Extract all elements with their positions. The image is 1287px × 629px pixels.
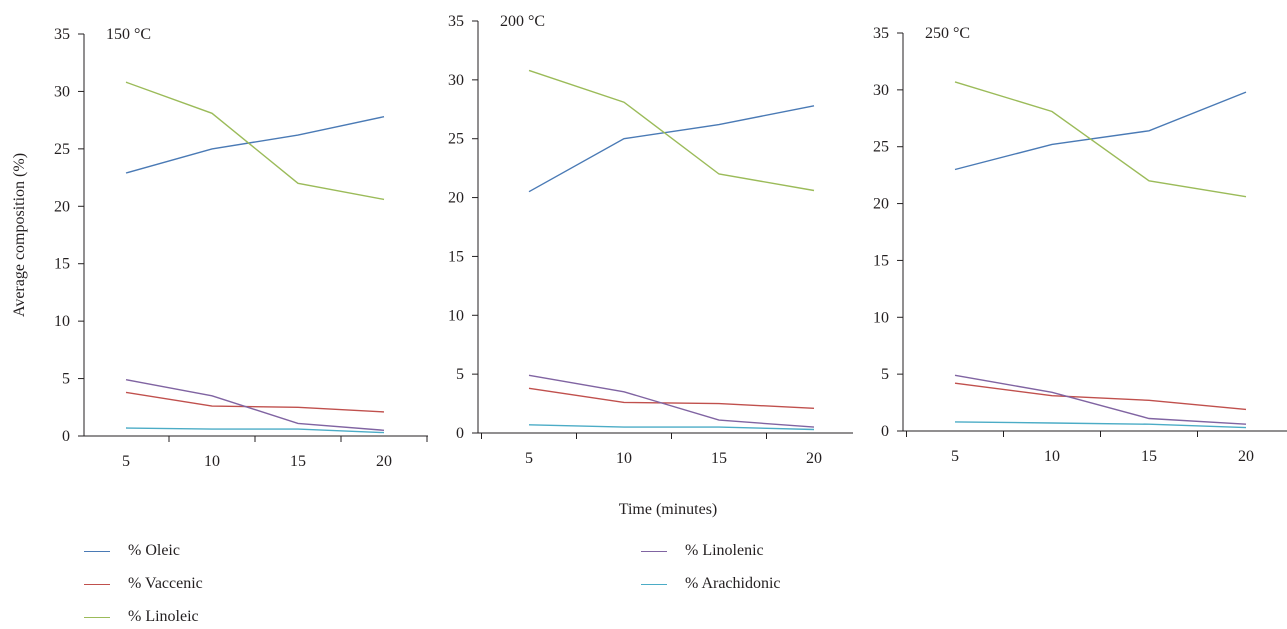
series-line-linolenic <box>954 374 1247 425</box>
x-tick-label: 20 <box>1238 448 1254 465</box>
series-line-vaccenic <box>125 391 385 413</box>
x-tick-label: 20 <box>376 453 392 470</box>
y-tick-label: 15 <box>448 248 464 265</box>
series-line-oleic <box>125 116 385 174</box>
legend-swatch <box>84 616 110 618</box>
x-tick-label: 5 <box>951 448 959 465</box>
y-tick-label: 30 <box>873 82 889 99</box>
y-tick-label: 35 <box>448 13 464 30</box>
series-line-linoleic <box>125 81 385 201</box>
legend-label: % Vaccenic <box>128 575 203 592</box>
chart-panel-1: 0 5 10 15 20 25 30 35 5 10 15 20 150 °C <box>54 26 428 470</box>
legend-item: % Linolenic <box>641 542 764 560</box>
series-line-linolenic <box>125 379 385 431</box>
y-tick-label: 10 <box>54 313 70 330</box>
x-tick-label: 10 <box>1044 448 1060 465</box>
x-tick-label: 20 <box>806 450 822 467</box>
y-tick-label: 0 <box>881 423 889 440</box>
y-tick-label: 30 <box>54 83 70 100</box>
series-line-oleic <box>528 105 815 193</box>
y-tick-label: 5 <box>881 366 889 383</box>
x-axis-label: Time (minutes) <box>619 501 718 518</box>
y-tick-label: 10 <box>873 309 889 326</box>
panel-title: 250 °C <box>925 25 970 42</box>
x-tick-label: 15 <box>711 450 727 467</box>
y-tick-label: 15 <box>54 256 70 273</box>
series-line-vaccenic <box>954 382 1247 411</box>
x-tick-label: 10 <box>616 450 632 467</box>
panel-title: 200 °C <box>500 13 545 30</box>
legend-label: % Linolenic <box>685 542 764 559</box>
legend-swatch <box>84 583 110 585</box>
y-tick-label: 5 <box>62 371 70 388</box>
y-tick-label: 25 <box>448 131 464 148</box>
y-tick-label: 5 <box>456 366 464 383</box>
y-tick-label: 20 <box>873 196 889 213</box>
series-line-arachidonic <box>528 424 815 431</box>
legend-swatch <box>641 550 667 552</box>
legend-label: % Arachidonic <box>685 575 781 592</box>
y-tick-label: 0 <box>62 428 70 445</box>
y-tick-label: 35 <box>873 25 889 42</box>
x-tick-label: 5 <box>122 453 130 470</box>
series-line-arachidonic <box>954 421 1247 429</box>
series-line-linolenic <box>528 374 815 428</box>
series-line-arachidonic <box>125 427 385 434</box>
legend-item: % Oleic <box>84 542 180 560</box>
y-tick-label: 0 <box>456 425 464 442</box>
legend-label: % Linoleic <box>128 608 199 625</box>
x-tick-label: 15 <box>1141 448 1157 465</box>
y-axis-label: Average composition (%) <box>11 153 28 317</box>
series-line-linoleic <box>528 69 815 192</box>
y-tick-label: 25 <box>873 139 889 156</box>
series-line-oleic <box>954 91 1247 171</box>
x-tick-label: 15 <box>290 453 306 470</box>
legend-item: % Vaccenic <box>84 575 203 593</box>
legend-item: % Arachidonic <box>641 575 781 593</box>
chart-panel-2: 0 5 10 15 20 25 30 35 5 10 15 20 200 °C <box>448 13 853 467</box>
x-tick-label: 5 <box>525 450 533 467</box>
legend-item: % Linoleic <box>84 608 199 626</box>
y-tick-label: 20 <box>54 198 70 215</box>
x-tick-label: 10 <box>204 453 220 470</box>
panel-title: 150 °C <box>106 26 151 43</box>
series-line-vaccenic <box>528 387 815 409</box>
y-tick-label: 20 <box>448 190 464 207</box>
legend-label: % Oleic <box>128 542 180 559</box>
legend-swatch <box>641 583 667 585</box>
series-line-linoleic <box>954 81 1247 198</box>
chart-panel-3: 0 5 10 15 20 25 30 35 5 10 15 20 250 °C <box>873 25 1287 465</box>
y-tick-label: 25 <box>54 141 70 158</box>
y-tick-label: 10 <box>448 307 464 324</box>
y-tick-label: 35 <box>54 26 70 43</box>
y-tick-label: 30 <box>448 72 464 89</box>
y-tick-label: 15 <box>873 252 889 269</box>
legend-swatch <box>84 550 110 552</box>
